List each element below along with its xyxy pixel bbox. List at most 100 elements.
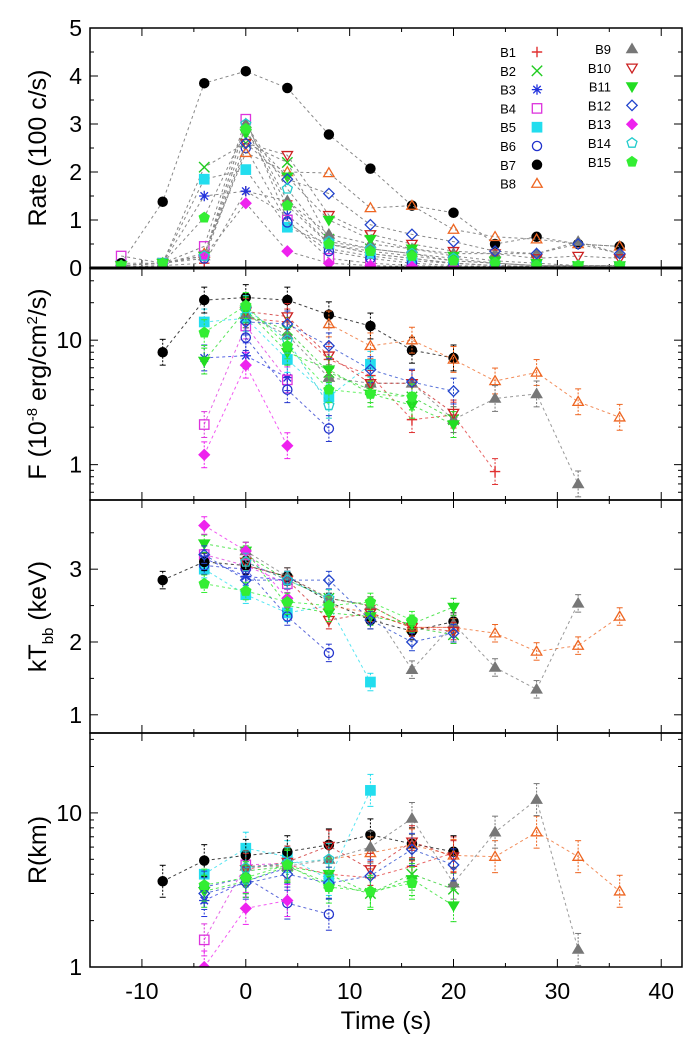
data-point-b5 (365, 676, 376, 688)
data-point-b12 (239, 315, 252, 329)
panel-frame-flux (89, 267, 683, 501)
data-point-b7 (157, 574, 168, 586)
series-line-b6 (121, 146, 620, 268)
panel-ktbb: 1 2 3 kTbb (keV) (24, 499, 683, 734)
y-tick-label: 10 (56, 800, 82, 826)
data-point-b12 (447, 858, 460, 871)
series-line-b7 (162, 834, 454, 882)
data-point-b15 (364, 595, 377, 607)
data-point-b15 (406, 249, 418, 261)
data-point-b12 (322, 573, 335, 587)
data-point-b15 (323, 599, 335, 611)
data-point-b10 (613, 254, 627, 265)
legend-label-b5: B5 (500, 120, 516, 135)
data-point-b12 (530, 247, 543, 260)
data-point-b9 (405, 663, 419, 674)
data-point-b12 (405, 843, 419, 856)
legend-marker-b8 (530, 177, 544, 188)
data-point-b15 (323, 237, 335, 249)
data-point-b8 (322, 166, 336, 178)
legend-marker-b11 (625, 82, 639, 94)
data-point-b2 (281, 156, 294, 169)
data-point-b12 (322, 339, 335, 352)
series-line-b6 (245, 337, 330, 429)
data-point-b12 (364, 869, 377, 883)
data-point-b15 (281, 199, 294, 211)
data-point-b4 (198, 419, 210, 430)
data-point-b5 (365, 785, 376, 796)
legend-label-b1: B1 (500, 45, 516, 60)
legend-label-b4: B4 (500, 101, 516, 116)
x-tick-label: 0 (239, 978, 252, 1004)
legend-label-b7: B7 (500, 158, 516, 173)
legend-label-b8: B8 (500, 177, 516, 192)
y-tick-label: 1 (69, 702, 82, 728)
data-point-b13 (198, 448, 211, 461)
data-point-b9 (530, 682, 543, 694)
series-line-b10 (245, 561, 454, 632)
data-point-b15 (240, 122, 252, 134)
plot-area-radius (157, 773, 627, 967)
data-point-b11 (322, 215, 336, 227)
data-point-b6 (323, 647, 335, 659)
data-point-b11 (447, 602, 460, 614)
data-point-b13 (239, 197, 252, 210)
data-point-b9 (488, 392, 502, 403)
series-line-b15 (203, 304, 413, 398)
legend-label-b10: B10 (588, 61, 611, 76)
data-point-b14 (240, 555, 252, 567)
series-b2 (240, 545, 460, 644)
data-point-b13 (239, 359, 252, 372)
data-point-b8 (530, 232, 543, 244)
data-point-b8 (488, 850, 502, 861)
data-point-b13 (405, 260, 419, 268)
data-point-b10 (280, 150, 294, 162)
data-point-b13 (322, 257, 335, 268)
data-point-b11 (447, 420, 460, 432)
series-b15 (198, 848, 418, 908)
data-point-b11 (197, 539, 211, 551)
data-point-b15 (198, 326, 210, 338)
data-point-b12 (405, 376, 419, 389)
data-point-b15 (281, 858, 294, 870)
data-point-b8 (488, 626, 502, 638)
y-axis-title: Rate (100 c/s) (24, 69, 52, 226)
data-point-b11 (447, 901, 460, 913)
data-point-b12 (613, 247, 626, 260)
data-point-b13 (281, 894, 294, 907)
data-point-b15 (406, 614, 418, 625)
data-point-b15 (406, 390, 418, 402)
data-point-b11 (322, 365, 336, 377)
x-tick-label: 40 (648, 978, 674, 1004)
x-axis-title: Time (s) (341, 1007, 432, 1035)
plot-area-rate (114, 65, 627, 268)
data-point-b7 (323, 129, 335, 140)
series-b2 (240, 301, 460, 434)
data-point-b8 (530, 366, 543, 377)
data-point-b6 (323, 423, 335, 434)
data-point-b13 (198, 519, 211, 532)
data-point-b8 (613, 884, 627, 896)
legend-label-b13: B13 (588, 117, 611, 132)
data-point-b13 (281, 245, 294, 258)
series-line-b10 (245, 311, 454, 414)
data-point-b3 (199, 190, 210, 202)
y-tick-label: 0 (69, 255, 82, 281)
data-point-b15 (240, 585, 252, 596)
data-point-b5 (198, 316, 210, 328)
legend-marker-b10 (625, 63, 639, 75)
series-b12 (198, 545, 460, 652)
data-point-b8 (613, 410, 627, 422)
data-point-b3 (240, 186, 251, 197)
data-point-b10 (364, 865, 377, 876)
panel-frame-ktbb (89, 499, 683, 734)
data-point-b9 (571, 942, 585, 954)
series-line-b9 (245, 550, 579, 690)
data-point-b11 (364, 234, 377, 246)
data-point-b8 (571, 639, 585, 650)
data-point-b13 (281, 439, 294, 452)
series-b13 (198, 351, 294, 469)
legend-marker-b6 (531, 140, 543, 152)
series-line-b2 (245, 554, 454, 636)
data-point-b9 (364, 840, 377, 852)
